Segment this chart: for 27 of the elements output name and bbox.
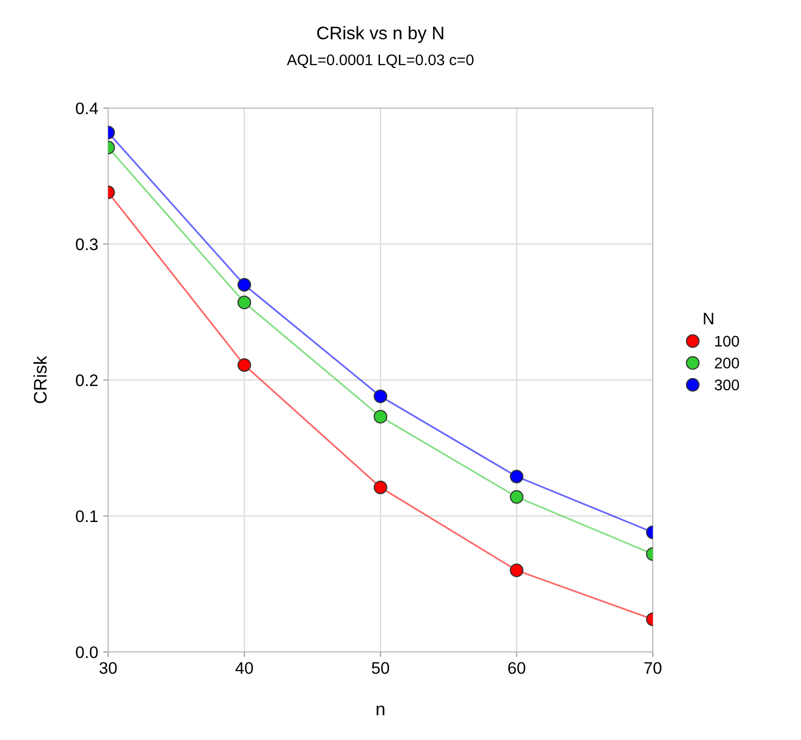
chart-title: CRisk vs n by N [317, 26, 444, 43]
point [374, 480, 388, 494]
y-tick-label: 0.1 [76, 510, 98, 522]
y-tick-label: 0.3 [76, 238, 98, 250]
y-axis-title: CRisk [33, 356, 47, 404]
point [238, 278, 252, 292]
x-tick-label: 60 [508, 662, 526, 674]
x-tick-label: 40 [235, 662, 253, 674]
y-tick-label: 0.0 [76, 646, 98, 658]
point [238, 358, 252, 372]
legend-label: 200 [714, 358, 740, 368]
y-tick-label: 0.2 [76, 374, 98, 386]
point [238, 296, 252, 310]
point [510, 470, 524, 484]
point [374, 410, 388, 424]
legend-label: 100 [715, 336, 740, 347]
x-tick-label: 30 [100, 662, 117, 674]
point [374, 390, 388, 404]
legend-title: N [704, 312, 714, 324]
legend-label: 300 [714, 380, 740, 390]
x-axis-title: n [376, 706, 384, 716]
point [510, 564, 524, 578]
x-tick-label: 50 [372, 662, 390, 674]
point [510, 490, 524, 504]
y-tick-label: 0.4 [76, 102, 98, 114]
x-tick-label: 70 [644, 662, 662, 674]
chart-subtitle: AQL=0.0001 LQL=0.03 c=0 [286, 54, 474, 68]
